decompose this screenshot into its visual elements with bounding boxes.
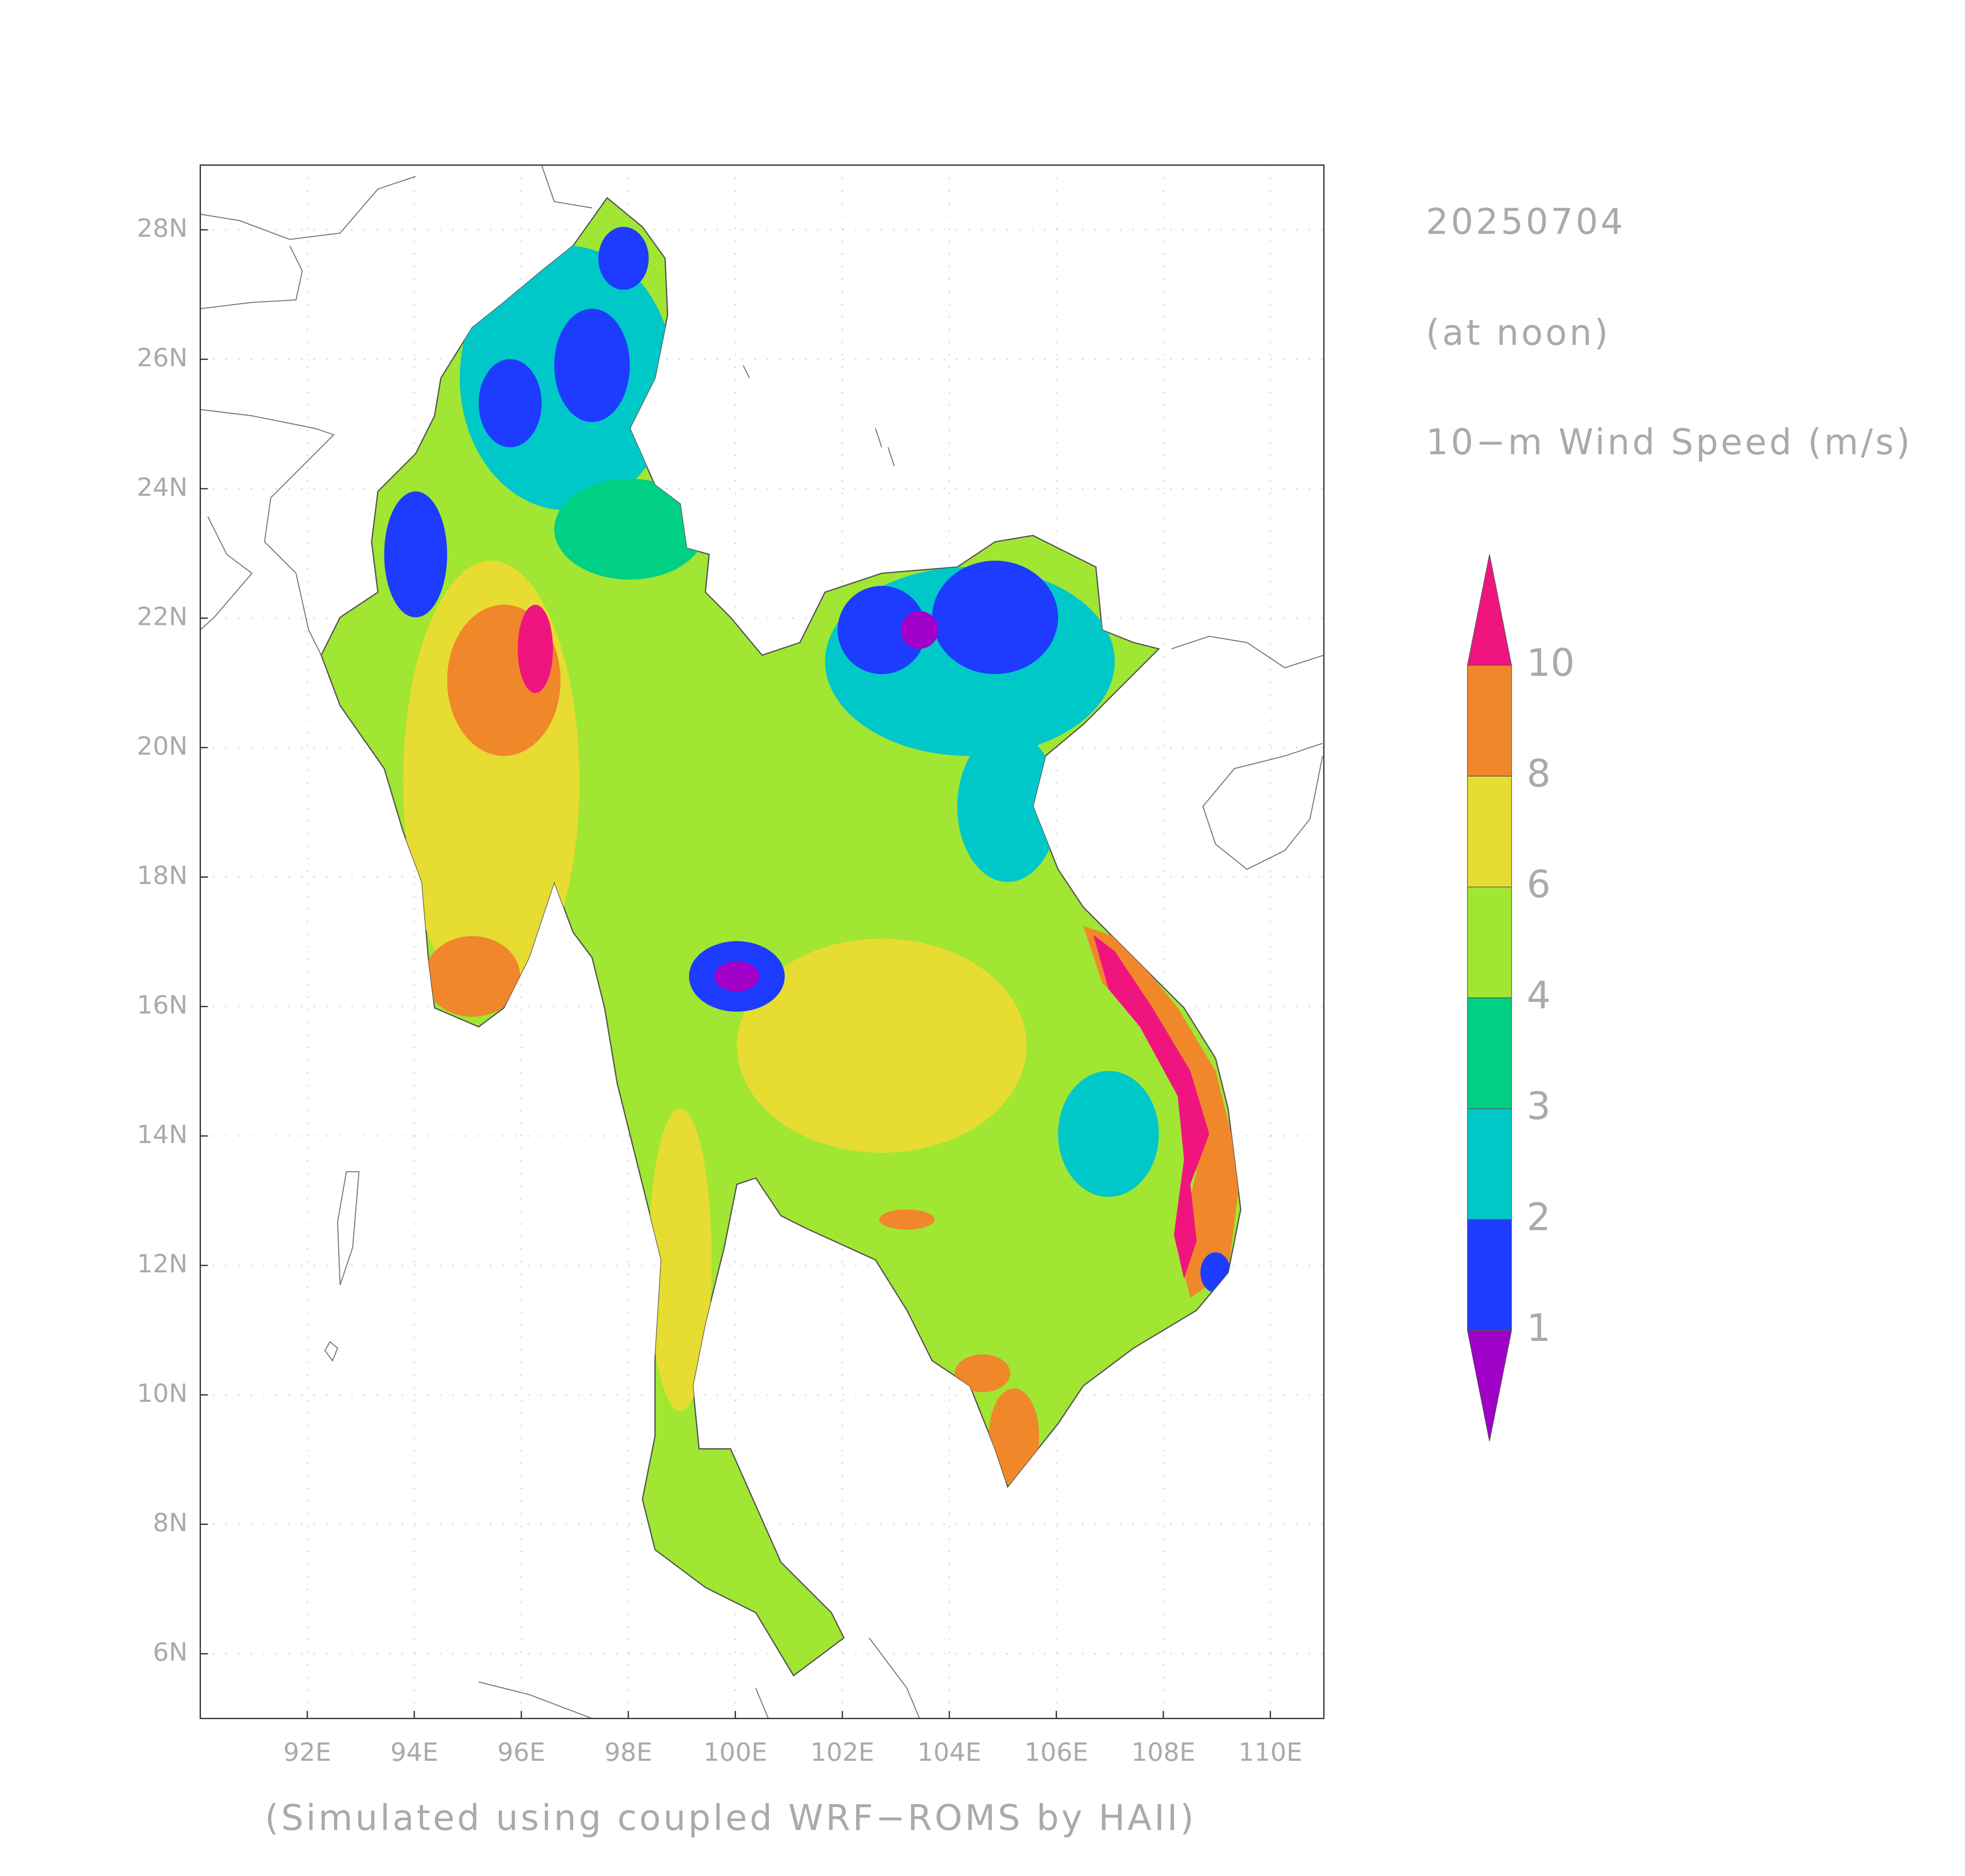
y-tick-label: 20N	[137, 732, 188, 761]
colorbar-box	[1467, 775, 1512, 888]
y-tick-label: 6N	[153, 1638, 188, 1667]
footer-note: (Simulated using coupled WRF−ROMS by HAI…	[265, 1797, 1196, 1838]
y-tick-label: 14N	[137, 1120, 188, 1149]
variable-label: 10−m Wind Speed (m/s)	[1426, 422, 1913, 463]
field-patch	[737, 938, 1027, 1153]
x-tick-label: 106E	[1024, 1738, 1088, 1767]
y-tick-label: 8N	[153, 1508, 188, 1537]
colorbar-label: 3	[1526, 1084, 1551, 1128]
field-patch	[554, 478, 706, 580]
field-patch	[954, 1354, 1011, 1392]
colorbar-box	[1467, 997, 1512, 1109]
colorbar-label: 1	[1526, 1306, 1551, 1350]
x-tick-label: 100E	[703, 1738, 767, 1767]
field-patch	[900, 611, 939, 649]
y-tick-label: 12N	[137, 1250, 188, 1279]
colorbar: 1 2 3 4 6 8 10	[1467, 554, 1575, 1441]
x-tick-label: 98E	[604, 1738, 652, 1767]
field-patch	[1083, 926, 1241, 1298]
y-tick-label: 10N	[137, 1379, 188, 1408]
colorbar-label: 4	[1526, 973, 1551, 1017]
field-patch	[879, 1209, 935, 1230]
wind-field	[384, 226, 1241, 1484]
colorbar-label: 8	[1526, 751, 1551, 796]
y-tick-label: 24N	[137, 473, 188, 502]
date-label: 20250704	[1426, 201, 1626, 243]
neighbor-coastlines	[200, 165, 1324, 1719]
axis-ticks: 92E 94E 96E 98E 100E 102E 104E 106E 108E 110E 6N 8N…	[137, 214, 1302, 1767]
x-tick-label: 102E	[810, 1738, 874, 1767]
field-patch	[554, 309, 630, 422]
field-patch	[478, 359, 542, 448]
colorbar-box	[1467, 1219, 1512, 1331]
colorbar-box	[1467, 1108, 1512, 1220]
colorbar-label: 10	[1526, 641, 1575, 685]
y-tick-label: 22N	[137, 603, 188, 632]
field-patch	[518, 604, 553, 693]
field-patch	[989, 1388, 1039, 1484]
y-tick-label: 26N	[137, 343, 188, 373]
land	[320, 197, 1242, 1676]
y-tick-label: 28N	[137, 214, 188, 243]
y-tick-label: 16N	[137, 991, 188, 1020]
field-patch	[1058, 1071, 1159, 1197]
colorbar-box	[1467, 665, 1512, 777]
field-patch	[714, 961, 760, 992]
field-patch	[384, 491, 447, 618]
y-tick-label: 18N	[137, 861, 188, 890]
time-note: (at noon)	[1426, 312, 1611, 353]
x-tick-label: 104E	[917, 1738, 981, 1767]
x-tick-label: 108E	[1131, 1738, 1195, 1767]
colorbar-box	[1467, 887, 1512, 998]
field-patch	[932, 561, 1058, 674]
colorbar-label: 6	[1526, 862, 1551, 906]
field-patch	[598, 226, 649, 290]
x-tick-label: 110E	[1238, 1738, 1302, 1767]
field-patch	[957, 731, 1058, 882]
field-patch	[424, 936, 520, 1017]
x-tick-label: 94E	[390, 1738, 438, 1767]
x-tick-label: 92E	[283, 1738, 331, 1767]
map-frame	[200, 164, 1325, 1719]
x-tick-label: 96E	[498, 1738, 545, 1767]
field-patch	[1093, 934, 1209, 1279]
colorbar-label: 2	[1526, 1195, 1551, 1239]
field-patch	[837, 586, 926, 674]
field-patch	[648, 1109, 712, 1411]
